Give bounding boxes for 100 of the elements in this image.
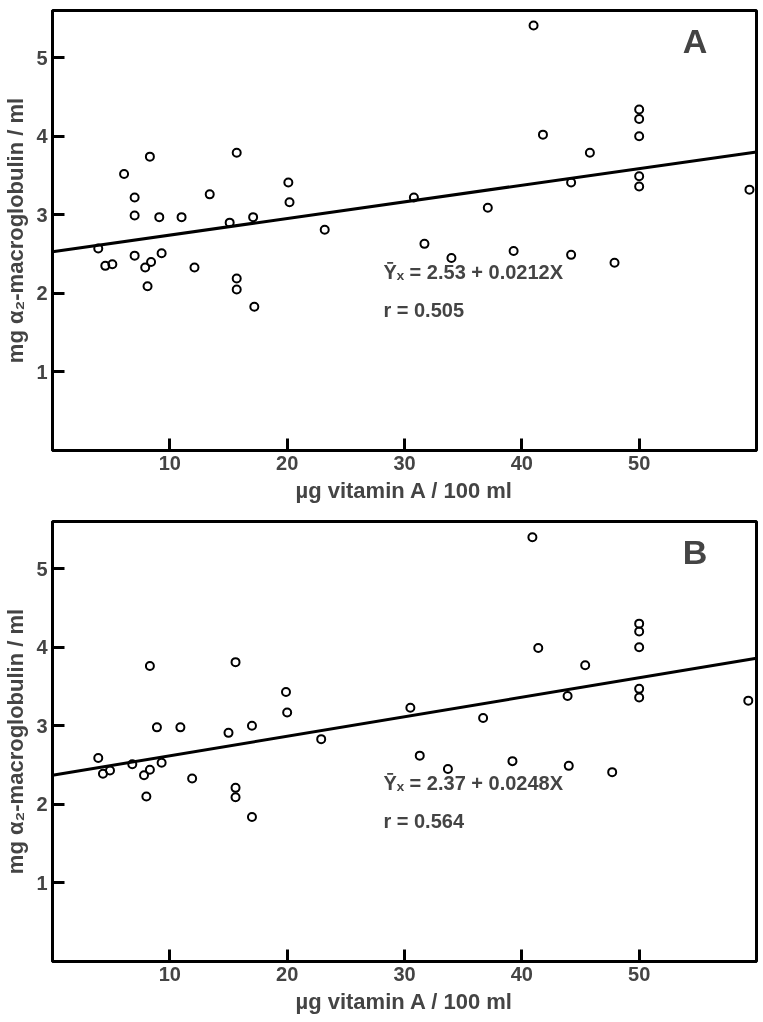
- point: [446, 253, 457, 263]
- x-tick-label: 40: [510, 962, 533, 985]
- point: [119, 168, 130, 179]
- point: [139, 770, 150, 781]
- point: [744, 184, 755, 195]
- point: [282, 707, 293, 718]
- x-tick-label: 50: [628, 451, 651, 474]
- point: [156, 757, 167, 768]
- point: [634, 113, 645, 124]
- point: [508, 245, 519, 256]
- x-tick-label: 10: [158, 962, 181, 985]
- point: [142, 281, 153, 292]
- point: [231, 273, 242, 284]
- x-tick-label: 30: [393, 451, 416, 474]
- point: [151, 722, 162, 733]
- point: [284, 197, 295, 208]
- point: [175, 722, 186, 733]
- point: [634, 692, 645, 703]
- point: [230, 792, 241, 803]
- point: [316, 734, 327, 745]
- point: [231, 284, 242, 295]
- x-axis-title: µg vitamin A / 100 ml: [295, 988, 512, 1014]
- annotation: r = 0.564: [383, 809, 465, 832]
- point: [405, 702, 416, 713]
- point: [104, 765, 115, 776]
- point: [607, 767, 618, 778]
- point: [283, 177, 294, 188]
- point: [129, 250, 140, 261]
- point: [563, 760, 574, 771]
- point: [507, 756, 518, 767]
- point: [93, 243, 104, 254]
- x-tick-label: 40: [510, 451, 533, 474]
- point: [127, 759, 138, 770]
- point: [442, 764, 453, 774]
- point: [580, 660, 591, 671]
- point: [189, 262, 200, 273]
- y-axis-title: mg α₂-macroglobulin / ml: [3, 97, 29, 364]
- point: [584, 147, 595, 158]
- point: [93, 753, 104, 763]
- annotation: Ȳₓ = 2.53 + 0.0212X: [383, 261, 564, 284]
- point: [533, 643, 544, 653]
- point: [129, 192, 140, 203]
- point: [146, 256, 157, 267]
- point: [187, 773, 198, 784]
- x-tick-label: 10: [158, 451, 181, 474]
- point: [246, 811, 257, 822]
- y-tick-label: 4: [36, 125, 49, 148]
- y-tick-label: 2: [36, 793, 48, 816]
- annotation: r = 0.505: [383, 298, 465, 321]
- x-tick-label: 50: [628, 962, 651, 985]
- point: [280, 687, 291, 697]
- point: [408, 192, 419, 203]
- x-tick-label: 20: [276, 962, 299, 985]
- point: [634, 171, 645, 182]
- point: [478, 712, 489, 723]
- y-tick-label: 5: [36, 46, 48, 69]
- point: [527, 532, 538, 543]
- point: [231, 147, 242, 158]
- point: [156, 248, 167, 259]
- point: [97, 768, 108, 779]
- point: [107, 259, 118, 270]
- point: [246, 720, 257, 731]
- y-axis-title: mg α₂-macroglobulin / ml: [3, 608, 29, 875]
- y-tick-label: 3: [36, 203, 48, 226]
- point: [248, 212, 259, 223]
- y-tick-label: 2: [36, 282, 48, 305]
- point: [154, 212, 165, 223]
- y-tick-label: 3: [36, 714, 48, 737]
- point: [204, 189, 215, 200]
- y-tick-label: 5: [36, 557, 48, 580]
- point: [482, 202, 493, 213]
- point: [144, 661, 155, 672]
- y-tick-label: 4: [36, 636, 49, 659]
- point: [528, 20, 539, 31]
- annotation: B: [682, 533, 708, 572]
- point: [144, 151, 155, 162]
- point: [144, 764, 155, 775]
- point: [140, 262, 151, 273]
- point: [230, 782, 241, 793]
- point: [100, 260, 111, 271]
- point: [230, 657, 241, 668]
- point: [537, 129, 548, 140]
- point: [634, 683, 645, 694]
- x-tick-label: 30: [393, 962, 416, 985]
- x-tick-label: 20: [276, 451, 299, 474]
- point: [414, 750, 425, 761]
- point: [249, 301, 260, 312]
- point: [141, 791, 152, 802]
- x-axis-title: µg vitamin A / 100 ml: [295, 477, 512, 503]
- point: [634, 181, 645, 192]
- y-tick-label: 1: [36, 871, 48, 894]
- point: [609, 257, 620, 268]
- annotation: A: [682, 22, 708, 61]
- y-tick-label: 1: [36, 360, 48, 383]
- point: [566, 249, 577, 260]
- point: [634, 131, 645, 142]
- point: [223, 727, 234, 738]
- point: [743, 695, 754, 706]
- point: [634, 618, 645, 629]
- point: [634, 626, 645, 637]
